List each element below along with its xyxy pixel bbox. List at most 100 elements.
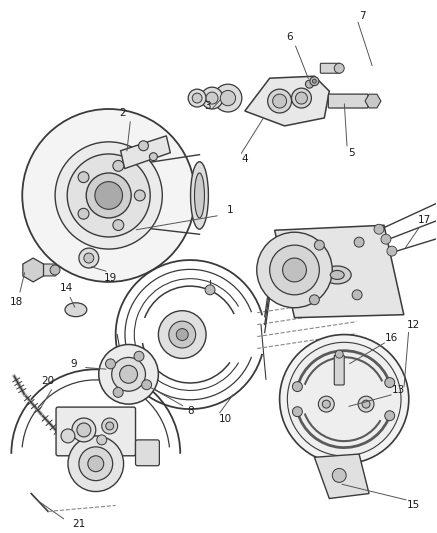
Circle shape [112, 358, 146, 391]
Circle shape [102, 418, 118, 434]
Circle shape [291, 88, 312, 108]
Circle shape [72, 418, 96, 442]
Circle shape [176, 329, 188, 341]
Circle shape [95, 182, 122, 209]
Circle shape [134, 190, 145, 201]
Circle shape [214, 84, 242, 112]
Circle shape [192, 93, 202, 103]
Circle shape [188, 89, 206, 107]
Circle shape [50, 265, 60, 275]
Ellipse shape [323, 266, 351, 284]
Circle shape [206, 92, 218, 104]
Circle shape [334, 63, 344, 73]
Text: 21: 21 [72, 519, 86, 529]
Text: 5: 5 [348, 148, 354, 158]
Circle shape [292, 382, 302, 392]
FancyBboxPatch shape [135, 440, 160, 466]
Text: 18: 18 [10, 297, 23, 307]
Circle shape [169, 321, 196, 348]
Circle shape [310, 77, 319, 86]
Circle shape [257, 232, 332, 308]
Circle shape [319, 396, 334, 412]
Circle shape [270, 245, 319, 295]
Circle shape [86, 173, 131, 218]
Ellipse shape [65, 303, 87, 317]
Text: 4: 4 [242, 154, 248, 164]
Circle shape [120, 365, 138, 383]
Circle shape [312, 79, 316, 83]
Text: 10: 10 [218, 414, 232, 424]
Text: 17: 17 [418, 215, 431, 225]
Circle shape [79, 447, 113, 481]
Circle shape [78, 208, 89, 219]
Circle shape [22, 109, 195, 282]
Circle shape [113, 160, 124, 171]
Circle shape [134, 351, 144, 361]
Circle shape [78, 172, 89, 183]
Circle shape [142, 380, 152, 390]
Text: 7: 7 [359, 11, 365, 21]
Circle shape [374, 224, 384, 234]
Polygon shape [245, 76, 329, 126]
Circle shape [323, 400, 330, 408]
Text: 3: 3 [204, 101, 210, 111]
Circle shape [332, 469, 346, 482]
Circle shape [139, 141, 149, 151]
Circle shape [55, 142, 162, 249]
Circle shape [149, 153, 157, 160]
Polygon shape [314, 454, 369, 498]
Circle shape [68, 436, 124, 491]
Circle shape [79, 248, 99, 268]
FancyBboxPatch shape [334, 355, 344, 385]
Circle shape [113, 220, 124, 230]
Circle shape [280, 335, 409, 464]
Circle shape [201, 87, 223, 109]
Circle shape [268, 89, 291, 113]
Ellipse shape [194, 173, 205, 218]
Circle shape [387, 246, 397, 256]
Circle shape [335, 350, 343, 358]
Text: 8: 8 [187, 406, 194, 416]
Text: 13: 13 [392, 385, 406, 395]
Polygon shape [121, 136, 170, 168]
Circle shape [106, 422, 114, 430]
FancyBboxPatch shape [56, 407, 135, 456]
Circle shape [354, 237, 364, 247]
Circle shape [220, 91, 236, 106]
Circle shape [113, 387, 123, 397]
Text: 12: 12 [407, 320, 420, 329]
Circle shape [352, 290, 362, 300]
Circle shape [385, 411, 395, 421]
Circle shape [314, 240, 324, 250]
Circle shape [99, 344, 158, 404]
Text: 9: 9 [71, 359, 77, 369]
Text: 14: 14 [59, 283, 73, 293]
Circle shape [309, 295, 319, 305]
Circle shape [305, 80, 313, 88]
Circle shape [88, 456, 104, 472]
FancyBboxPatch shape [32, 264, 56, 276]
Circle shape [158, 311, 206, 358]
Polygon shape [274, 225, 404, 318]
Circle shape [381, 234, 391, 244]
Text: 1: 1 [227, 205, 233, 215]
Circle shape [205, 285, 215, 295]
Text: 16: 16 [385, 333, 399, 343]
Text: 20: 20 [42, 376, 55, 386]
Circle shape [358, 396, 374, 412]
Circle shape [67, 154, 150, 237]
Text: 6: 6 [286, 33, 293, 43]
Ellipse shape [191, 161, 208, 229]
Circle shape [362, 400, 370, 408]
Text: 15: 15 [407, 500, 420, 511]
Circle shape [84, 253, 94, 263]
FancyBboxPatch shape [328, 94, 368, 108]
Circle shape [61, 429, 75, 443]
Circle shape [295, 92, 308, 104]
Circle shape [97, 435, 107, 445]
Circle shape [288, 342, 401, 456]
FancyBboxPatch shape [320, 63, 340, 73]
Circle shape [283, 258, 306, 282]
Circle shape [77, 423, 91, 437]
Text: 2: 2 [119, 108, 126, 118]
